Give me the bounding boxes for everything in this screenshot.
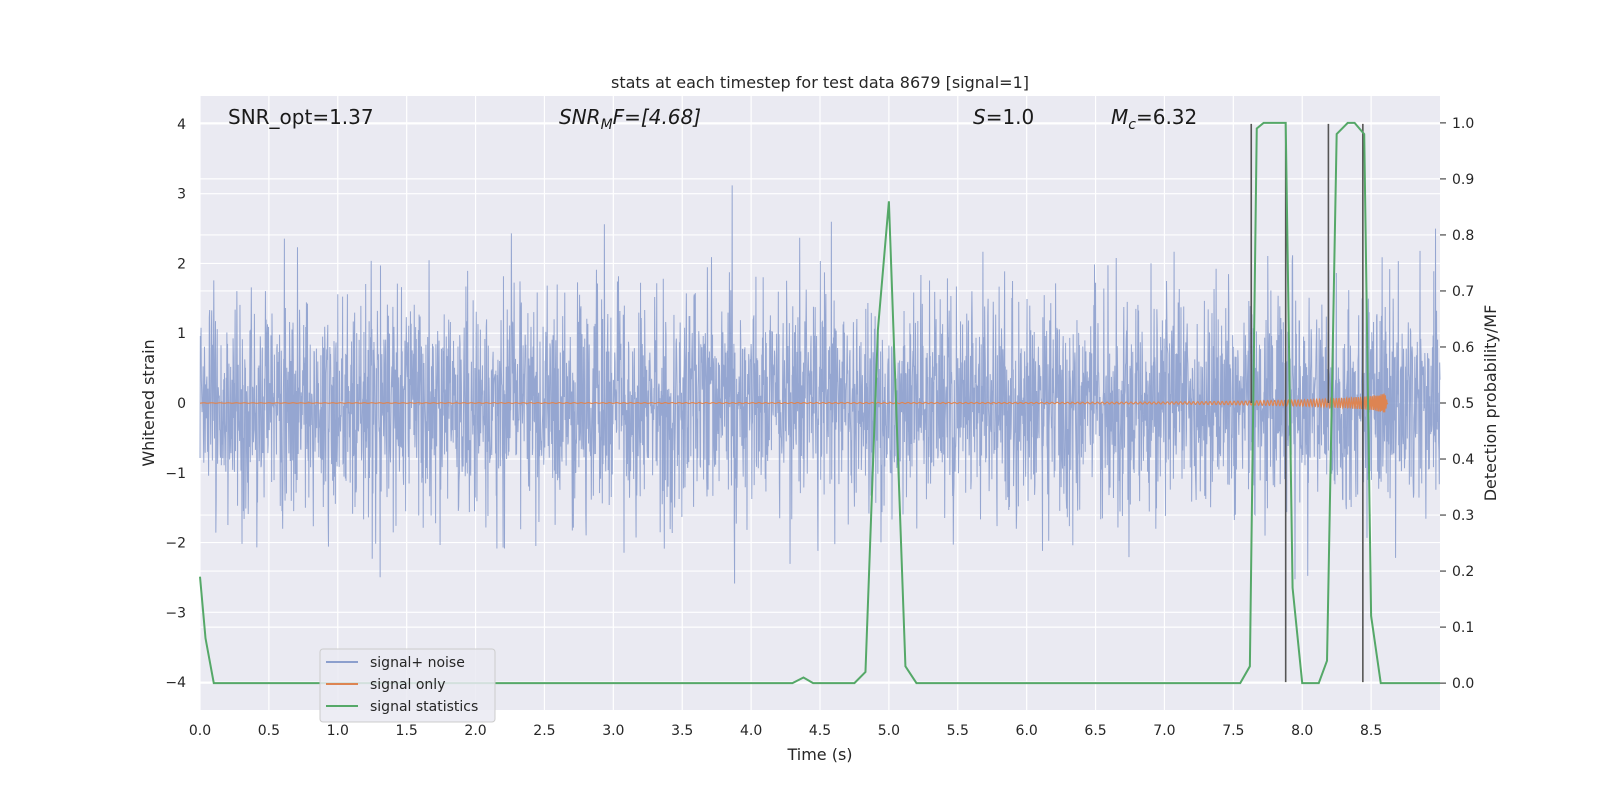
x-axis-title: Time (s) bbox=[786, 745, 852, 764]
x-tick-label: 7.0 bbox=[1153, 723, 1175, 739]
legend-box bbox=[319, 648, 496, 723]
y-right-tick-label: 0.1 bbox=[1452, 620, 1474, 636]
y-tick-label: 0 bbox=[177, 396, 186, 412]
x-tick-label: 8.5 bbox=[1360, 723, 1382, 739]
x-tick-label: 3.5 bbox=[671, 723, 693, 739]
x-tick-label: 0.0 bbox=[189, 723, 211, 739]
legend-label-signal: signal only bbox=[370, 677, 445, 693]
x-tick-label: 7.5 bbox=[1222, 723, 1244, 739]
y-right-tick-label: 0.3 bbox=[1452, 508, 1474, 524]
y-tick-label: 3 bbox=[177, 187, 186, 203]
y-right-tick-label: 0.5 bbox=[1452, 396, 1474, 412]
legend: signal+ noise signal only signal statist… bbox=[319, 648, 496, 723]
y-right-tick-label: 0.7 bbox=[1452, 284, 1474, 300]
y-tick-label: −3 bbox=[165, 605, 186, 621]
x-tick-label: 5.0 bbox=[878, 723, 900, 739]
y-tick-label: −2 bbox=[165, 536, 186, 552]
series-noise-line bbox=[199, 185, 1441, 584]
y-right-axis-title: Detection probability/MF bbox=[1481, 305, 1500, 502]
legend-label-noise: signal+ noise bbox=[370, 655, 465, 671]
x-tick-label: 1.0 bbox=[327, 723, 349, 739]
x-tick-label: 2.5 bbox=[533, 723, 555, 739]
x-tick-label: 8.0 bbox=[1291, 723, 1313, 739]
y-tick-label: −1 bbox=[165, 466, 186, 482]
y-right-tick-label: 0.4 bbox=[1452, 452, 1474, 468]
annotation-mc: Mc=6.32 bbox=[1111, 105, 1197, 133]
annotation-snr-opt: SNR_opt=1.37 bbox=[228, 105, 374, 129]
y-right-tick-label: 0.6 bbox=[1452, 340, 1474, 356]
annotation-snr-mf: SNRMF=[4.68] bbox=[559, 105, 701, 133]
x-tick-label: 4.0 bbox=[740, 723, 762, 739]
x-tick-label: 5.5 bbox=[947, 723, 969, 739]
x-tick-label: 2.0 bbox=[464, 723, 486, 739]
y-tick-label: 1 bbox=[177, 326, 186, 342]
annotations: SNR_opt=1.37 SNRMF=[4.68] S=1.0 Mc=6.32 bbox=[228, 105, 1197, 133]
y-tick-label: 4 bbox=[177, 117, 186, 133]
y-tick-label: 2 bbox=[177, 256, 186, 272]
y-tick-label: −4 bbox=[165, 675, 186, 691]
data-layer bbox=[199, 121, 1441, 685]
x-tick-label: 0.5 bbox=[258, 723, 280, 739]
series-stats-line bbox=[199, 121, 1440, 685]
y-right-tick-label: 1.0 bbox=[1452, 116, 1474, 132]
y-axis-title: Whitened strain bbox=[139, 339, 158, 466]
y-right-tick-label: 0.2 bbox=[1452, 564, 1474, 580]
legend-label-stats: signal statistics bbox=[370, 699, 478, 715]
tick-layer: 0.0 0.5 1.0 1.5 2.0 2.5 3.0 3.5 4.0 4.5 5.0 5.5 6.0 6… bbox=[165, 116, 1474, 739]
x-tick-label: 1.5 bbox=[396, 723, 418, 739]
y-right-tick-label: 0.0 bbox=[1452, 676, 1474, 692]
annotation-s: S=1.0 bbox=[973, 105, 1034, 129]
y-right-tick-label: 0.8 bbox=[1452, 228, 1474, 244]
x-tick-label: 6.5 bbox=[1084, 723, 1106, 739]
chart-title: stats at each timestep for test data 867… bbox=[611, 73, 1029, 92]
y-right-tick-label: 0.9 bbox=[1452, 172, 1474, 188]
series-signal-line bbox=[199, 393, 1389, 413]
x-tick-label: 3.0 bbox=[602, 723, 624, 739]
x-tick-label: 6.0 bbox=[1016, 723, 1038, 739]
x-tick-label: 4.5 bbox=[809, 723, 831, 739]
